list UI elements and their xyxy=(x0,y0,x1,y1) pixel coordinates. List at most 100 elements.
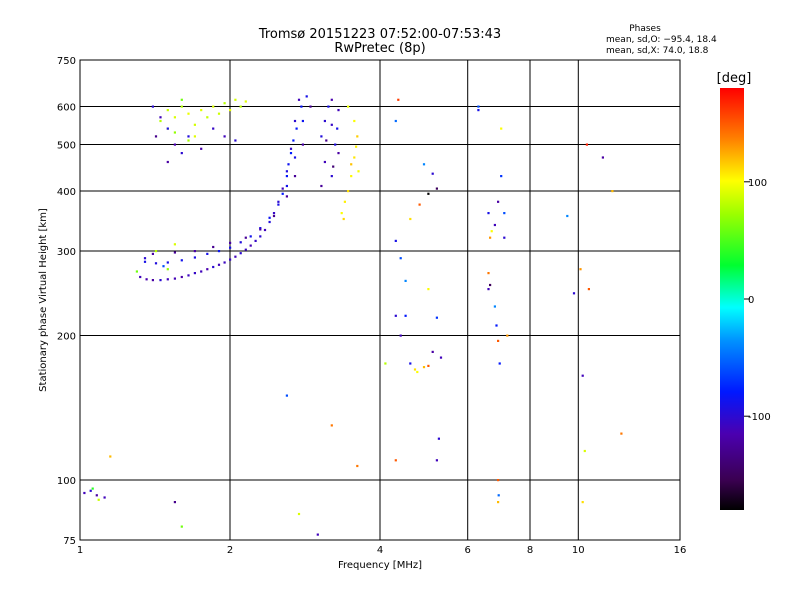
data-point xyxy=(583,449,586,453)
data-point xyxy=(244,236,247,239)
data-point xyxy=(180,98,183,101)
data-point xyxy=(489,283,492,287)
data-point xyxy=(309,105,312,108)
data-point xyxy=(330,98,333,101)
data-point xyxy=(249,235,252,238)
data-point xyxy=(404,279,407,282)
data-point xyxy=(581,501,584,504)
data-point xyxy=(166,160,169,164)
y-tick-label: 500 xyxy=(57,141,76,152)
data-point xyxy=(397,98,400,101)
data-point xyxy=(268,220,271,224)
data-point xyxy=(159,119,162,123)
data-point xyxy=(268,216,271,219)
data-point xyxy=(340,212,343,215)
x-tick-label: 6 xyxy=(465,545,471,556)
data-point xyxy=(180,275,183,279)
data-point xyxy=(139,275,142,279)
data-points xyxy=(83,95,623,536)
data-point xyxy=(272,214,276,218)
x-tick-label: 4 xyxy=(377,545,383,556)
data-point xyxy=(200,270,203,273)
data-point xyxy=(217,112,221,115)
data-point xyxy=(281,187,284,190)
data-point xyxy=(234,139,237,142)
data-point xyxy=(180,525,183,528)
data-point xyxy=(611,190,614,193)
data-point xyxy=(355,145,358,148)
data-point xyxy=(320,135,323,138)
data-point xyxy=(254,239,257,242)
data-point xyxy=(332,165,335,168)
grid xyxy=(80,60,680,540)
data-point xyxy=(418,203,421,206)
data-point xyxy=(506,334,509,337)
data-point xyxy=(300,105,303,108)
data-point xyxy=(503,236,506,239)
data-point xyxy=(347,190,350,193)
data-point xyxy=(200,109,203,112)
data-point xyxy=(342,217,345,221)
data-point xyxy=(281,192,284,195)
data-point xyxy=(143,260,147,263)
data-point xyxy=(435,187,438,190)
data-point xyxy=(287,163,290,166)
data-point xyxy=(193,256,196,259)
data-point xyxy=(285,184,288,188)
x-tick-label: 8 xyxy=(527,545,533,556)
colorbar-tick-label: 100 xyxy=(748,178,767,189)
data-point xyxy=(325,139,328,142)
x-tick-label: 16 xyxy=(674,545,687,556)
colorbar-tick-label: 0 xyxy=(748,295,754,306)
data-point xyxy=(305,95,308,98)
data-point xyxy=(435,459,438,462)
data-point xyxy=(500,175,503,178)
data-point xyxy=(151,279,154,282)
data-point xyxy=(229,258,232,261)
data-point xyxy=(180,152,183,155)
data-point xyxy=(347,105,350,108)
data-point xyxy=(301,143,304,146)
data-point xyxy=(206,252,209,255)
data-point xyxy=(166,261,169,264)
data-point xyxy=(212,127,215,130)
data-point xyxy=(301,119,304,123)
data-point xyxy=(498,362,501,365)
plot-frame xyxy=(79,59,681,541)
data-point xyxy=(585,143,588,146)
data-point xyxy=(103,496,106,499)
data-point xyxy=(409,362,412,365)
colorbar-tick-label: -100 xyxy=(748,412,771,423)
data-point xyxy=(566,214,569,218)
y-tick-label: 75 xyxy=(63,536,76,547)
data-point xyxy=(487,212,490,215)
data-point xyxy=(320,184,323,188)
y-tick-label: 300 xyxy=(57,247,76,258)
data-point xyxy=(223,261,226,264)
y-tick-label: 400 xyxy=(57,187,76,198)
data-point xyxy=(143,257,147,260)
data-point xyxy=(500,127,503,130)
data-point xyxy=(193,250,196,253)
data-point xyxy=(263,228,267,232)
data-point xyxy=(229,246,232,249)
data-point xyxy=(343,200,346,203)
data-point xyxy=(323,119,326,123)
data-point xyxy=(356,464,359,468)
data-point xyxy=(330,175,333,178)
data-point xyxy=(497,339,500,342)
data-point xyxy=(416,370,419,374)
data-point xyxy=(277,203,280,206)
data-point xyxy=(95,494,98,497)
x-tick-label: 1 xyxy=(77,545,83,556)
data-point xyxy=(285,175,288,178)
data-point xyxy=(277,200,280,203)
data-point xyxy=(489,236,492,239)
data-point xyxy=(394,314,397,317)
data-point xyxy=(493,223,496,227)
data-point xyxy=(166,278,169,281)
data-point xyxy=(259,228,262,231)
data-point xyxy=(223,135,226,138)
data-point xyxy=(173,143,176,146)
data-point xyxy=(239,252,242,255)
